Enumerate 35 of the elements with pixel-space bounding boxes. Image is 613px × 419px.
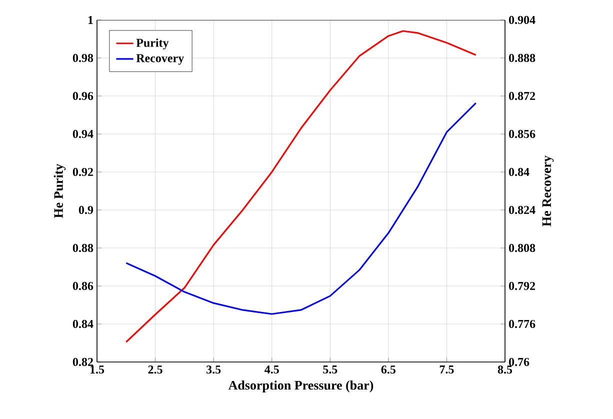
x-axis-title: Adsorption Pressure (bar) <box>228 380 374 392</box>
x-tick-label: 2.5 <box>148 366 162 374</box>
y2-axis-title: He Recovery <box>542 156 554 226</box>
y-tick-label: 0.98 <box>72 54 94 62</box>
x-tick-label: 8.5 <box>498 366 512 374</box>
y-tick-label: 0.92 <box>72 168 93 176</box>
x-tick-label: 3.5 <box>206 366 221 374</box>
legend-label: Recovery <box>136 54 184 65</box>
y2-tick-label: 0.872 <box>508 92 536 100</box>
y-tick-label: 0.88 <box>72 244 94 252</box>
y2-tick-label: 0.776 <box>508 320 536 328</box>
x-tick-label: 4.5 <box>264 366 279 374</box>
x-tick-label: 7.5 <box>440 366 454 374</box>
line-series <box>125 102 477 315</box>
y2-tick-label: 0.808 <box>508 244 536 252</box>
x-tick-label: 6.5 <box>381 366 396 374</box>
y-tick-label: 1 <box>88 16 93 24</box>
line-series <box>125 30 477 343</box>
y-tick-label: 0.9 <box>78 206 94 214</box>
y2-tick-label: 0.856 <box>508 130 536 138</box>
y-tick-label: 0.84 <box>72 320 94 328</box>
x-tick-label: 1.5 <box>90 366 104 374</box>
x-tick-label: 5.5 <box>323 366 338 374</box>
y2-tick-label: 0.824 <box>508 206 536 214</box>
y-tick-label: 0.96 <box>72 92 94 100</box>
y2-tick-label: 0.76 <box>508 358 530 366</box>
y2-tick-label: 0.84 <box>508 168 530 176</box>
y-tick-label: 0.82 <box>72 358 93 366</box>
y-axis-title: He Purity <box>54 164 66 218</box>
y2-tick-label: 0.792 <box>508 282 536 290</box>
y-tick-label: 0.94 <box>72 130 94 138</box>
legend-label: Purity <box>136 38 169 50</box>
y2-tick-label: 0.888 <box>508 54 536 62</box>
y-tick-label: 0.86 <box>72 282 94 290</box>
y2-tick-label: 0.904 <box>508 16 536 24</box>
